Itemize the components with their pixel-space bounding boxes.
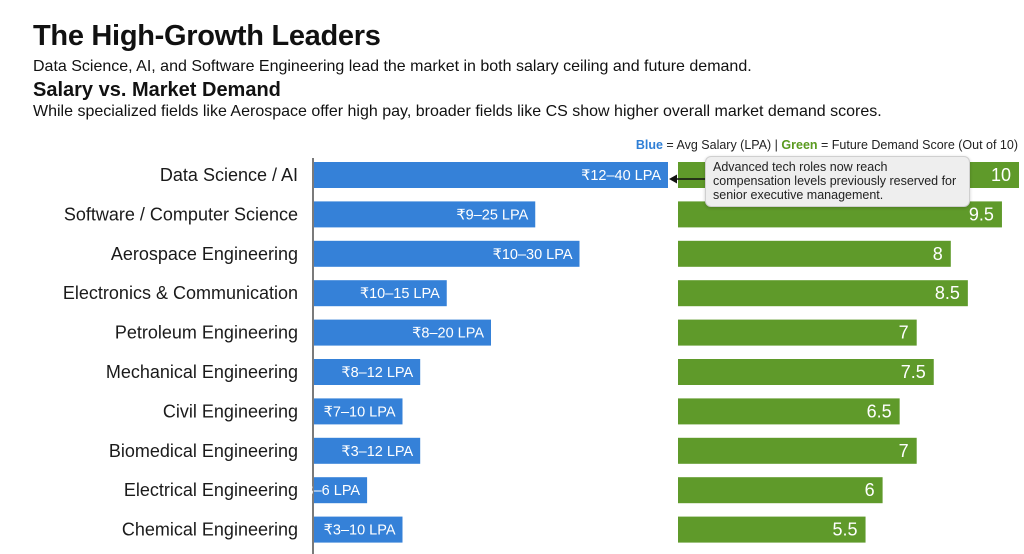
salary-bar-label: ₹3–6 LPA: [296, 483, 360, 499]
chart-legend: Blue = Avg Salary (LPA) | Green = Future…: [636, 138, 1018, 152]
legend-green-word: Green: [781, 138, 818, 152]
demand-bar-label: 6.5: [867, 401, 892, 421]
salary-bar-label: ₹3–12 LPA: [341, 444, 413, 460]
demand-bar: [678, 319, 917, 346]
demand-bar-label: 5.5: [833, 520, 858, 540]
salary-bar-label: ₹10–15 LPA: [360, 286, 440, 302]
salary-bar: [314, 319, 491, 346]
salary-bar: [314, 398, 403, 425]
demand-bar-label: 10: [991, 165, 1011, 185]
annotation-callout: Advanced tech roles now reach compensati…: [705, 156, 970, 207]
page-subtitle: Data Science, AI, and Software Engineeri…: [33, 58, 752, 75]
demand-bar-label: 9.5: [969, 204, 994, 224]
category-label: Petroleum Engineering: [115, 323, 298, 343]
category-label: Civil Engineering: [163, 401, 298, 421]
legend-green-text: = Future Demand Score (Out of 10): [817, 138, 1018, 152]
chart-subtitle: While specialized fields like Aerospace …: [33, 103, 882, 120]
demand-bar-label: 8: [933, 244, 943, 264]
demand-bar: [678, 240, 951, 267]
demand-bar: [678, 437, 917, 464]
category-label: Biomedical Engineering: [109, 441, 298, 461]
salary-bar-label: ₹8–12 LPA: [341, 365, 413, 381]
legend-blue-word: Blue: [635, 138, 663, 152]
salary-bar-label: ₹3–10 LPA: [324, 523, 396, 539]
salary-bar: [314, 162, 668, 188]
salary-bar-label: ₹7–10 LPA: [324, 404, 396, 420]
demand-bar-label: 8.5: [935, 283, 960, 303]
demand-bar-label: 7: [899, 441, 909, 461]
demand-bar: [678, 477, 883, 504]
salary-bar: [314, 280, 447, 307]
demand-bar: [678, 359, 934, 385]
salary-bar-label: ₹8–20 LPA: [412, 326, 484, 342]
category-label: Software / Computer Science: [64, 204, 298, 224]
salary-demand-chart: Data Science / AI ₹12–40 LPA 10 Software / …: [63, 158, 1019, 554]
salary-bar-label: ₹9–25 LPA: [456, 207, 528, 223]
salary-bar-label: ₹10–30 LPA: [493, 247, 573, 263]
category-label: Chemical Engineering: [122, 520, 298, 540]
salary-bar: [314, 359, 421, 385]
category-label: Electrical Engineering: [124, 480, 298, 500]
category-label: Electronics & Communication: [63, 283, 298, 303]
demand-bar-label: 6: [865, 480, 875, 500]
demand-bar: [678, 516, 866, 543]
category-label: Aerospace Engineering: [111, 244, 298, 264]
salary-bar: [314, 201, 536, 228]
salary-bar: [314, 516, 403, 543]
chart-title: Salary vs. Market Demand: [33, 79, 281, 101]
demand-bar-label: 7: [899, 323, 909, 343]
category-label: Mechanical Engineering: [106, 362, 298, 382]
legend-blue-text: = Avg Salary (LPA) |: [662, 138, 782, 152]
category-label: Data Science / AI: [160, 165, 298, 185]
callout-arrow-icon: [669, 174, 706, 184]
demand-bar: [678, 398, 900, 425]
demand-bar: [678, 280, 968, 307]
demand-bar-label: 7.5: [901, 362, 926, 382]
page-title: The High-Growth Leaders: [33, 20, 381, 52]
salary-bar: [314, 240, 580, 267]
salary-bar: [314, 437, 421, 464]
salary-bar: [314, 477, 368, 504]
salary-bar-label: ₹12–40 LPA: [581, 168, 661, 184]
